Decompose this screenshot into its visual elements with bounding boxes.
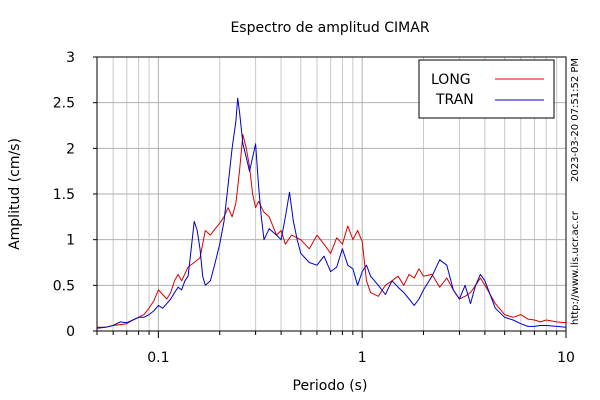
x-axis-label: Periodo (s)	[293, 378, 368, 394]
grid-lines	[96, 56, 567, 332]
x-tick-label: 1	[358, 350, 367, 366]
source-url-label: http://www.lis.ucr.ac.cr	[570, 210, 581, 325]
legend: LONG TRAN	[418, 59, 555, 119]
timestamp-label: 2023-03-20 07:51:52 PM	[570, 58, 581, 182]
y-tick-label: 3	[66, 50, 75, 66]
legend-label-tran: TRAN	[435, 92, 474, 108]
axis-ticks: 0 0.5 1 1.5 2 2.5 3 0.1 1 10	[53, 50, 575, 366]
series-line-long	[97, 134, 567, 328]
chart-title: Espectro de amplitud CIMAR	[230, 20, 429, 36]
y-tick-label: 2.5	[53, 96, 75, 112]
y-axis-label: Amplitud (cm/s)	[7, 138, 23, 250]
y-tick-label: 1	[66, 233, 75, 249]
y-tick-label: 1.5	[53, 187, 75, 203]
y-tick-label: 0	[66, 324, 75, 340]
series-line-tran	[96, 97, 567, 329]
series-layer	[96, 97, 567, 329]
legend-box	[418, 59, 555, 119]
y-tick-label: 0.5	[53, 278, 75, 294]
x-tick-label: 0.1	[147, 350, 169, 366]
y-tick-label: 2	[66, 141, 75, 157]
x-tick-label: 10	[557, 350, 575, 366]
legend-label-long: LONG	[431, 72, 471, 88]
